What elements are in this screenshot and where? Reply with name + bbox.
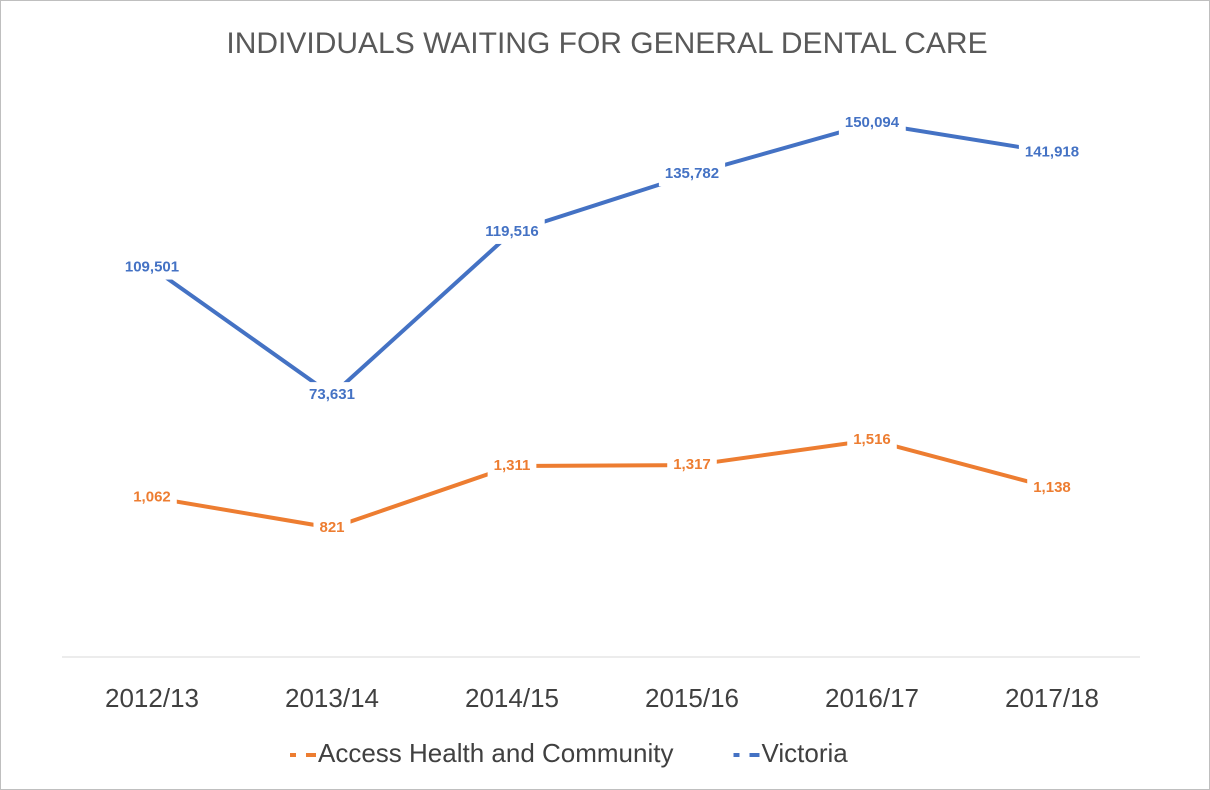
x-tick-label: 2016/17 [825, 683, 919, 713]
chart-title: INDIVIDUALS WAITING FOR GENERAL DENTAL C… [226, 27, 987, 60]
data-label: 109,501 [125, 259, 179, 276]
data-label-bg [127, 484, 177, 510]
data-label-bg [303, 382, 361, 408]
data-label-bg [847, 426, 897, 452]
x-tick-label: 2012/13 [105, 683, 199, 713]
data-label-bg [313, 514, 351, 540]
data-label-bg [1018, 139, 1086, 165]
data-label: 821 [319, 519, 344, 536]
data-label-bg [487, 452, 537, 478]
data-label: 1,516 [853, 431, 891, 448]
x-tick-label: 2017/18 [1005, 683, 1099, 713]
data-label-bg [658, 161, 726, 187]
legend-label: Access Health and Community [318, 738, 673, 768]
data-label: 141,918 [1025, 143, 1079, 160]
data-label-bg [479, 218, 545, 244]
data-label-bg [118, 254, 186, 280]
data-label: 1,311 [494, 457, 531, 474]
legend-label: Victoria [761, 738, 848, 768]
series-line [151, 437, 1053, 530]
x-tick-label: 2014/15 [465, 683, 559, 713]
data-label: 1,062 [133, 488, 171, 505]
data-label-bg [838, 110, 906, 136]
data-label-bg [667, 452, 717, 478]
data-label: 135,782 [665, 165, 719, 182]
x-tick-label: 2013/14 [285, 683, 379, 713]
data-label: 73,631 [309, 386, 355, 403]
data-label: 1,138 [1033, 479, 1071, 496]
data-label: 119,516 [485, 223, 538, 240]
x-tick-label: 2015/16 [645, 683, 739, 713]
data-label: 150,094 [845, 114, 900, 131]
data-label: 1,317 [673, 456, 711, 473]
data-label-bg [1027, 474, 1077, 500]
